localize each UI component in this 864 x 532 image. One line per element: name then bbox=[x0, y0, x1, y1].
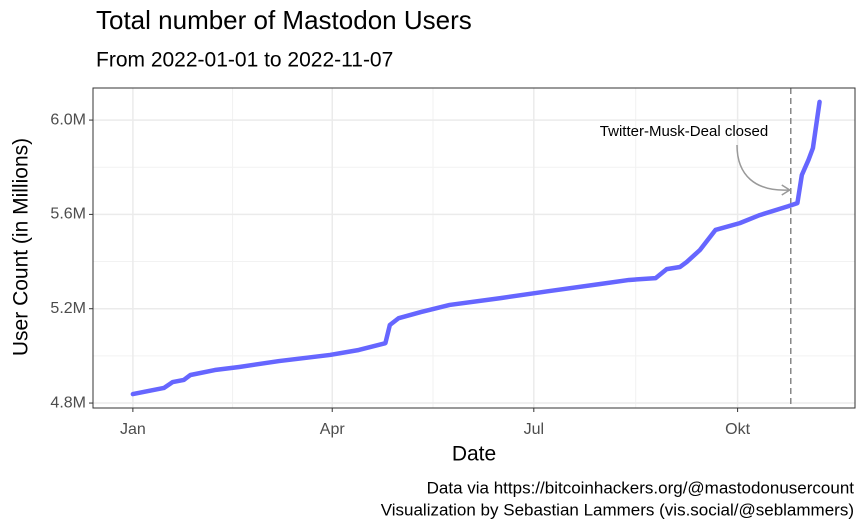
y-tick-label: 5.6M bbox=[50, 206, 86, 223]
annotation: Twitter-Musk-Deal closed bbox=[600, 123, 768, 140]
x-tick-label: Jul bbox=[524, 421, 544, 438]
x-tick-label: Apr bbox=[320, 421, 346, 438]
chart-title: Total number of Mastodon Users bbox=[96, 5, 472, 35]
panel-border bbox=[92, 87, 856, 409]
caption: Visualization by Sebastian Lammers (vis.… bbox=[381, 500, 854, 519]
y-tick-label: 5.2M bbox=[50, 300, 86, 317]
x-axis-label: Date bbox=[452, 443, 496, 466]
annotation-arrowhead bbox=[781, 184, 792, 196]
x-tick-label: Okt bbox=[725, 421, 750, 438]
y-tick-label: 4.8M bbox=[50, 394, 86, 411]
x-tick-label: Jan bbox=[120, 421, 146, 438]
y-axis-label: User Count (in Millions) bbox=[10, 138, 33, 356]
chart-subtitle: From 2022-01-01 to 2022-11-07 bbox=[96, 49, 393, 72]
y-tick-label: 6.0M bbox=[50, 111, 86, 128]
annotation-arrow bbox=[736, 144, 790, 191]
caption: Data via https://bitcoinhackers.org/@mas… bbox=[427, 478, 855, 497]
data-line bbox=[130, 99, 822, 397]
panel bbox=[93, 88, 855, 408]
